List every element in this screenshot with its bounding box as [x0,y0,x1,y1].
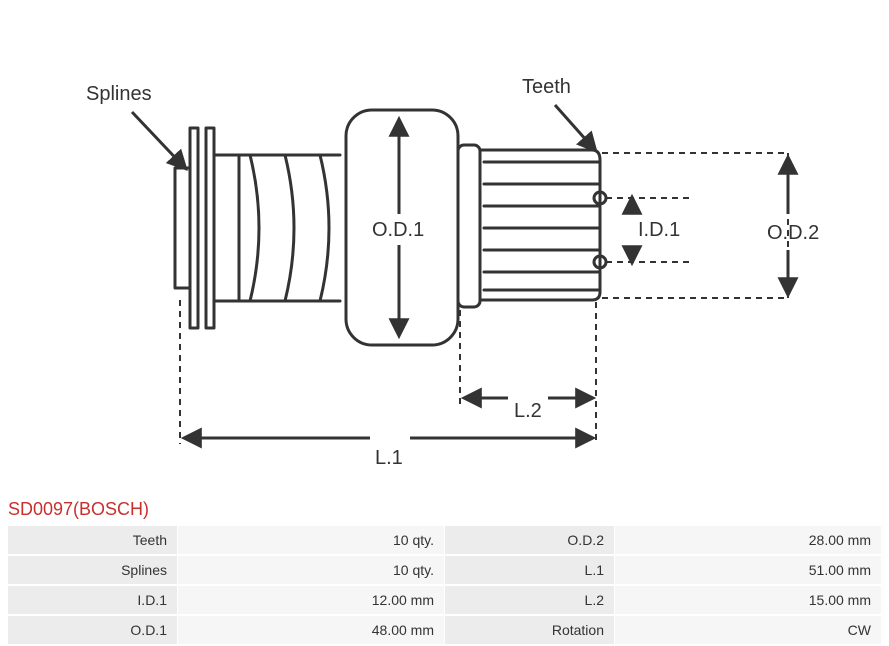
spec-value: 10 qty. [178,526,445,555]
table-row: O.D.148.00 mmRotationCW [8,615,882,645]
table-row: Teeth10 qty.O.D.228.00 mm [8,526,882,555]
diagram-svg [0,0,889,495]
spec-value: 48.00 mm [178,615,445,645]
table-row: I.D.112.00 mmL.215.00 mm [8,585,882,615]
spec-value: 15.00 mm [615,585,882,615]
spec-value: 28.00 mm [615,526,882,555]
table-row: Splines10 qty.L.151.00 mm [8,555,882,585]
spec-label: L.2 [445,585,615,615]
spec-label: I.D.1 [8,585,178,615]
spec-value: 10 qty. [178,555,445,585]
spec-label: O.D.2 [445,526,615,555]
spec-label: Teeth [8,526,178,555]
technical-diagram: Splines Teeth O.D.1 I.D.1 O.D.2 L.2 L.1 [0,0,889,495]
spec-value: 12.00 mm [178,585,445,615]
spec-value: 51.00 mm [615,555,882,585]
spec-label: L.1 [445,555,615,585]
spec-label: O.D.1 [8,615,178,645]
part-number-title: SD0097(BOSCH) [0,495,889,526]
spec-value: CW [615,615,882,645]
spec-label: Splines [8,555,178,585]
spec-label: Rotation [445,615,615,645]
spec-table: Teeth10 qty.O.D.228.00 mmSplines10 qty.L… [7,526,882,646]
spec-rows: Teeth10 qty.O.D.228.00 mmSplines10 qty.L… [8,526,882,645]
